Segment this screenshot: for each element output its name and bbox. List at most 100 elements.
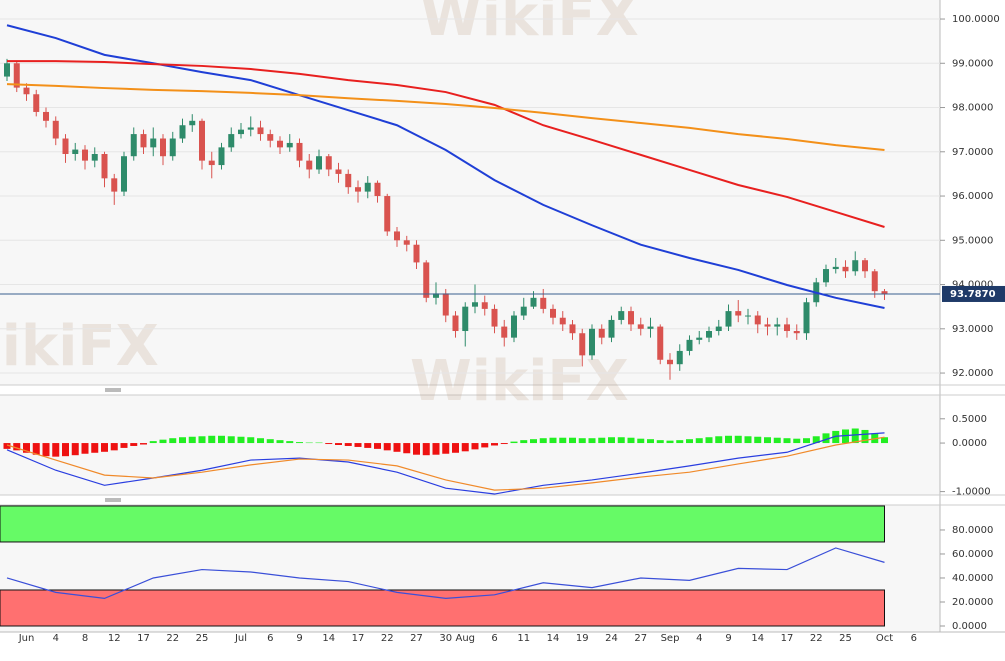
histogram-bar	[364, 443, 372, 448]
histogram-bar	[198, 436, 206, 444]
candle-body	[452, 315, 459, 332]
candle-body	[423, 262, 430, 298]
x-tick-label: 19	[576, 633, 589, 644]
histogram-bar	[666, 440, 674, 444]
histogram-bar	[3, 443, 11, 449]
candle-body	[62, 138, 69, 154]
indicator-line	[6, 436, 885, 491]
candle-body	[140, 134, 147, 148]
candle-body	[433, 293, 439, 298]
y-tick-label: 95.0000	[952, 235, 993, 246]
histogram-bar	[549, 437, 557, 444]
candle-body	[413, 244, 420, 263]
histogram-bar	[627, 437, 635, 444]
histogram-bar	[23, 443, 30, 453]
candle-body	[247, 127, 254, 130]
y-tick-label: 92.0000	[952, 368, 993, 379]
x-tick-label: 22	[166, 633, 179, 644]
histogram-bar	[110, 443, 118, 451]
y-tick-label: 0.0000	[952, 438, 987, 449]
histogram-bar	[695, 438, 703, 444]
x-tick-label: 17	[137, 633, 150, 644]
candle-body	[306, 160, 313, 170]
histogram-bar	[744, 436, 752, 444]
candle-body	[735, 311, 742, 316]
x-tick-label: 14	[322, 633, 335, 644]
x-tick-label: 25	[839, 633, 852, 644]
candle-body	[82, 149, 88, 161]
histogram-bar	[32, 443, 40, 455]
candle-body	[803, 302, 810, 334]
candle-body	[13, 63, 20, 88]
histogram-bar	[296, 442, 303, 444]
histogram-bar	[510, 441, 518, 444]
histogram-bar	[881, 437, 888, 444]
x-tick-label: Jul	[234, 633, 247, 644]
x-tick-label: 14	[547, 633, 560, 644]
candle-body	[33, 94, 40, 112]
indicator-line	[6, 83, 885, 152]
candle-body	[481, 302, 488, 309]
macd-panel	[0, 395, 940, 495]
candle-body	[130, 134, 137, 157]
candle-body	[754, 315, 761, 325]
last-price-label: 93.7870	[950, 289, 996, 300]
histogram-bar	[676, 440, 684, 444]
histogram-bar	[861, 429, 869, 444]
x-tick-label: Aug	[455, 633, 475, 644]
candle-body	[199, 120, 205, 161]
candle-body	[745, 315, 751, 317]
candle-body	[823, 269, 829, 283]
candle-body	[257, 127, 264, 135]
candle-body	[43, 111, 49, 121]
histogram-bar	[383, 443, 391, 451]
rsi-band	[0, 589, 885, 627]
candle-body	[121, 156, 127, 192]
candle-body	[764, 324, 771, 327]
candle-body	[189, 120, 196, 126]
histogram-bar	[773, 437, 781, 444]
resize-grip[interactable]	[105, 388, 121, 502]
candle-body	[296, 142, 303, 161]
candle-body	[101, 154, 108, 179]
histogram-bar	[530, 439, 537, 444]
histogram-bar	[569, 437, 576, 444]
histogram-bar	[101, 443, 108, 452]
candle-body	[72, 149, 79, 154]
y-tick-label: 99.0000	[952, 58, 993, 69]
x-tick-label: 24	[605, 633, 618, 644]
histogram-bar	[422, 443, 430, 456]
x-tick-label: 27	[634, 633, 647, 644]
candle-body	[540, 297, 547, 309]
histogram-bar	[140, 443, 147, 445]
candle-body	[842, 266, 849, 272]
candle-body	[335, 169, 342, 174]
rsi-band	[0, 505, 885, 543]
histogram-bar	[227, 436, 235, 444]
histogram-bar	[91, 443, 99, 453]
x-tick-label: 22	[381, 633, 394, 644]
histogram-bar	[637, 438, 645, 444]
candle-body	[23, 87, 30, 95]
histogram-bar	[500, 443, 508, 445]
histogram-bar	[842, 429, 849, 444]
candle-body	[559, 317, 566, 325]
histogram-bar	[647, 439, 654, 444]
indicator-line	[6, 547, 885, 600]
candle-body	[618, 311, 625, 320]
y-tick-label: 20.0000	[952, 597, 993, 608]
histogram-bar	[559, 437, 567, 444]
candle-body	[52, 120, 59, 139]
x-tick-label: 27	[410, 633, 423, 644]
candle-body	[208, 160, 215, 166]
histogram-bar	[247, 437, 255, 444]
histogram-bar	[686, 439, 693, 444]
histogram-bar	[491, 443, 498, 446]
candle-body	[511, 315, 517, 338]
histogram-bar	[13, 443, 21, 451]
candle-body	[852, 260, 859, 272]
candle-body	[238, 129, 244, 135]
candle-body	[569, 324, 576, 334]
histogram-bar	[783, 438, 791, 444]
candle-body	[774, 324, 781, 327]
